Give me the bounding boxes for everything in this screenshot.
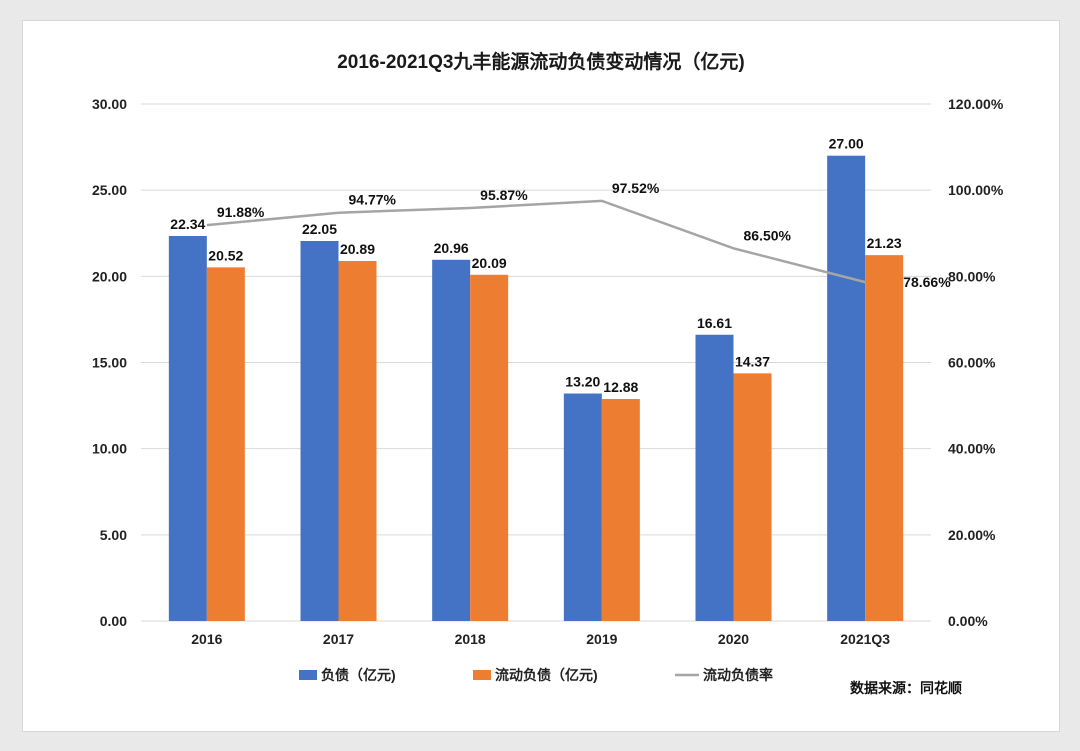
bar — [601, 399, 640, 621]
chart-title: 2016-2021Q3九丰能源流动负债变动情况（亿元) — [337, 50, 745, 73]
legend-label: 流动负债（亿元) — [495, 667, 598, 683]
chart-frame: 2016-2021Q3九丰能源流动负债变动情况（亿元) 0.00 5.00 10.0… — [22, 20, 1060, 732]
x-tick-label: 2021Q3 — [840, 631, 890, 647]
bar-data-label: 12.88 — [603, 379, 638, 395]
x-axis: 2016 2017 2018 2019 2020 2021Q3 — [191, 631, 890, 647]
bar — [338, 260, 377, 621]
bar — [865, 255, 904, 621]
bar — [300, 241, 339, 621]
line-data-label: 95.87% — [480, 187, 528, 203]
ratio-line — [206, 199, 866, 284]
bar-data-label: 13.20 — [565, 374, 600, 390]
x-tick-label: 2018 — [455, 631, 486, 647]
x-tick-label: 2019 — [586, 631, 617, 647]
left-tick-label: 20.00 — [92, 268, 127, 284]
right-tick-label: 40.00% — [948, 441, 996, 457]
right-y-axis: 0.00% 20.00% 40.00% 60.00% 80.00% 100.00% 120.… — [948, 96, 1004, 629]
left-tick-label: 15.00 — [92, 355, 127, 371]
bar-data-label: 14.37 — [735, 353, 770, 369]
bar — [827, 155, 866, 621]
bar — [206, 267, 245, 621]
right-tick-label: 20.00% — [948, 527, 996, 543]
bar-data-label: 16.61 — [697, 315, 732, 331]
bar-data-label: 20.09 — [472, 255, 507, 271]
bar — [695, 334, 734, 621]
legend-label: 流动负债率 — [703, 667, 773, 683]
legend-label: 负债（亿元) — [321, 667, 396, 683]
ratio-line-path — [206, 199, 866, 284]
right-tick-label: 60.00% — [948, 355, 996, 371]
line-data-label: 78.66% — [903, 274, 951, 290]
left-y-axis: 0.00 5.00 10.00 15.00 20.00 25.00 30.00 — [92, 96, 127, 629]
bar-data-label: 22.34 — [170, 216, 205, 232]
bar — [563, 393, 602, 621]
right-tick-label: 100.00% — [948, 182, 1004, 198]
chart-canvas: 2016-2021Q3九丰能源流动负债变动情况（亿元) 0.00 5.00 10.0… — [92, 50, 1004, 696]
line-data-label: 91.88% — [217, 204, 265, 220]
x-tick-label: 2016 — [191, 631, 222, 647]
gridlines — [141, 103, 931, 622]
bar — [168, 236, 207, 622]
legend: 负债（亿元) 流动负债（亿元) 流动负债率 — [299, 667, 773, 683]
x-tick-label: 2017 — [323, 631, 354, 647]
bar-data-label: 20.96 — [434, 240, 469, 256]
line-data-label: 97.52% — [612, 180, 660, 196]
left-tick-label: 25.00 — [92, 182, 127, 198]
bar-data-label: 21.23 — [867, 235, 902, 251]
left-tick-label: 0.00 — [100, 613, 127, 629]
line-data-label: 86.50% — [744, 227, 792, 243]
bar-data-label: 22.05 — [302, 221, 337, 237]
legend-swatch — [299, 670, 317, 680]
left-tick-label: 30.00 — [92, 96, 127, 112]
legend-swatch — [473, 670, 491, 680]
bar-data-label: 27.00 — [829, 136, 864, 152]
bar-data-label: 20.89 — [340, 241, 375, 257]
source-note: 数据来源：同花顺 — [850, 680, 962, 696]
bar — [733, 373, 772, 621]
right-tick-label: 120.00% — [948, 96, 1004, 112]
bar — [470, 274, 509, 621]
right-tick-label: 0.00% — [948, 613, 988, 629]
bar-data-label: 20.52 — [208, 247, 243, 263]
left-tick-label: 10.00 — [92, 441, 127, 457]
line-data-label: 94.77% — [349, 192, 397, 208]
bar — [432, 259, 471, 621]
left-tick-label: 5.00 — [100, 527, 127, 543]
x-tick-label: 2020 — [718, 631, 749, 647]
bars — [168, 155, 904, 622]
right-tick-label: 80.00% — [948, 268, 996, 284]
